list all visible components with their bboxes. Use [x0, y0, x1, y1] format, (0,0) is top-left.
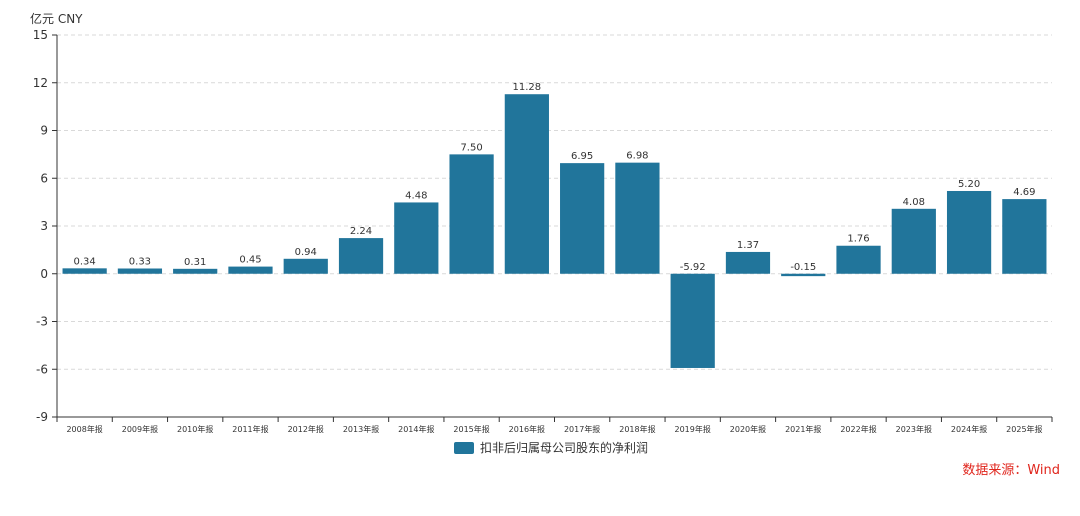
x-tick-label: 2017年报: [564, 424, 600, 434]
data-label: 0.94: [295, 247, 317, 258]
x-tick-label: 2012年报: [288, 424, 324, 434]
bar: [117, 268, 163, 274]
bar: [891, 208, 936, 274]
x-tick-label: 2015年报: [453, 424, 489, 434]
data-label: 1.76: [847, 234, 869, 245]
data-label: 0.31: [184, 257, 206, 268]
x-tick-label: 2011年报: [232, 424, 268, 434]
data-label: 11.28: [513, 82, 542, 93]
x-tick-label: 2019年报: [675, 424, 711, 434]
bar: [946, 190, 992, 274]
y-tick-label: 9: [40, 124, 48, 138]
x-tick-label: 2025年报: [1006, 424, 1042, 434]
bar: [283, 258, 328, 274]
data-label: 2.24: [350, 226, 372, 237]
x-tick-label: 2024年报: [951, 424, 987, 434]
x-tick-label: 2023年报: [896, 424, 932, 434]
bar: [394, 202, 439, 274]
bar: [449, 154, 494, 274]
x-tick-label: 2010年报: [177, 424, 213, 434]
x-tick-label: 2008年报: [66, 424, 102, 434]
data-label: 4.08: [903, 197, 925, 208]
data-label: 1.37: [737, 240, 759, 251]
x-tick-label: 2018年报: [619, 424, 655, 434]
bar: [62, 268, 107, 274]
y-tick-label: 0: [40, 267, 48, 281]
y-unit-label: 亿元 CNY: [30, 12, 83, 26]
bar: [615, 162, 660, 274]
bar: [725, 251, 771, 274]
data-label: 7.50: [460, 142, 482, 153]
y-tick-label: 15: [33, 28, 48, 42]
x-tick-label: 2016年报: [509, 424, 545, 434]
legend-label: 扣非后归属母公司股东的净利润: [480, 441, 649, 455]
x-tick-label: 2020年报: [730, 424, 766, 434]
data-label: 0.45: [239, 255, 261, 266]
data-label: 5.20: [958, 179, 980, 190]
bar: [560, 163, 605, 274]
data-label: -5.92: [680, 262, 706, 273]
x-tick-label: 2013年报: [343, 424, 379, 434]
bar: [338, 238, 384, 274]
y-tick-label: -6: [36, 362, 48, 376]
bar: [173, 268, 218, 274]
data-label: 0.34: [74, 256, 96, 267]
data-label: 6.95: [571, 151, 593, 162]
bar: [781, 273, 826, 277]
bar: [228, 266, 273, 274]
x-tick-label: 2021年报: [785, 424, 821, 434]
data-label: -0.15: [790, 262, 816, 273]
data-label: 4.48: [405, 190, 427, 201]
source-note: 数据来源：Wind: [962, 463, 1060, 478]
y-tick-label: 12: [33, 76, 48, 90]
y-tick-label: 3: [40, 219, 48, 233]
bar: [504, 94, 549, 274]
y-tick-label: -3: [36, 315, 48, 329]
legend-swatch: [454, 441, 474, 454]
y-tick-label: 6: [40, 171, 48, 185]
legend[interactable]: 扣非后归属母公司股东的净利润: [454, 439, 648, 456]
bar: [1002, 199, 1047, 274]
data-label: 4.69: [1013, 187, 1035, 198]
data-label: 6.98: [626, 151, 648, 162]
data-label: 0.33: [129, 256, 151, 267]
y-tick-label: -9: [36, 410, 48, 424]
x-tick-label: 2014年报: [398, 424, 434, 434]
bar: [670, 273, 715, 368]
x-tick-label: 2022年报: [840, 424, 876, 434]
bar: [836, 245, 881, 274]
x-tick-label: 2009年报: [122, 424, 158, 434]
